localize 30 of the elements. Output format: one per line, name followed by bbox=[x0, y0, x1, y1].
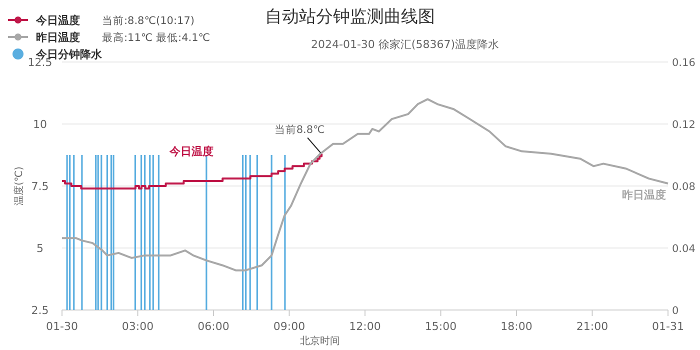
chart-title: 自动站分钟监测曲线图 bbox=[265, 7, 435, 27]
y2-tick-label: 0.16 bbox=[672, 57, 696, 69]
text: 当前:8.8℃(10:17) bbox=[102, 15, 194, 27]
x-tick-label: 15:00 bbox=[424, 320, 457, 333]
x-tick-label: 01-31 bbox=[652, 320, 684, 333]
text: 今日温度 bbox=[170, 145, 214, 158]
x-tick-label: 01-30 bbox=[46, 320, 78, 333]
chart-subtitle: 2024-01-30 徐家汇(58367)温度降水 bbox=[311, 38, 499, 51]
legend-label: 今日温度 bbox=[35, 14, 80, 27]
x-tick-label: 03:00 bbox=[122, 320, 154, 333]
y2-tick-label: 0 bbox=[672, 305, 679, 317]
legend-label: 昨日温度 bbox=[36, 31, 80, 44]
y-tick-label: 7.5 bbox=[31, 180, 49, 193]
text: 最高:11℃ 最低:4.1℃ bbox=[102, 31, 210, 44]
y2-tick-label: 0.08 bbox=[672, 181, 696, 193]
x-tick-label: 09:00 bbox=[273, 320, 306, 333]
x-tick-label: 18:00 bbox=[500, 320, 532, 333]
x-tick-label: 06:00 bbox=[198, 320, 230, 333]
x-tick-label: 12:00 bbox=[349, 320, 381, 333]
y-tick-label: 10 bbox=[33, 118, 47, 131]
y2-tick-label: 0.04 bbox=[672, 243, 696, 255]
y2-tick-label: 0.12 bbox=[672, 119, 696, 131]
y-tick-label: 5 bbox=[36, 242, 44, 255]
x-tick-label: 21:00 bbox=[576, 320, 608, 333]
y-axis-title: 温度(℃) bbox=[13, 166, 25, 206]
y-tick-label: 2.5 bbox=[31, 304, 49, 317]
text: 昨日温度 bbox=[622, 188, 666, 202]
annotation: 当前8.8℃ bbox=[274, 124, 326, 136]
x-axis-title: 北京时间 bbox=[300, 335, 340, 347]
line-series bbox=[61, 98, 669, 272]
